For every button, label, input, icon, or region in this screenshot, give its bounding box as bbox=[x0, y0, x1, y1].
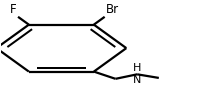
Text: Br: Br bbox=[106, 3, 119, 16]
Text: N: N bbox=[133, 75, 141, 85]
Text: F: F bbox=[10, 3, 17, 16]
Text: H: H bbox=[133, 63, 141, 73]
